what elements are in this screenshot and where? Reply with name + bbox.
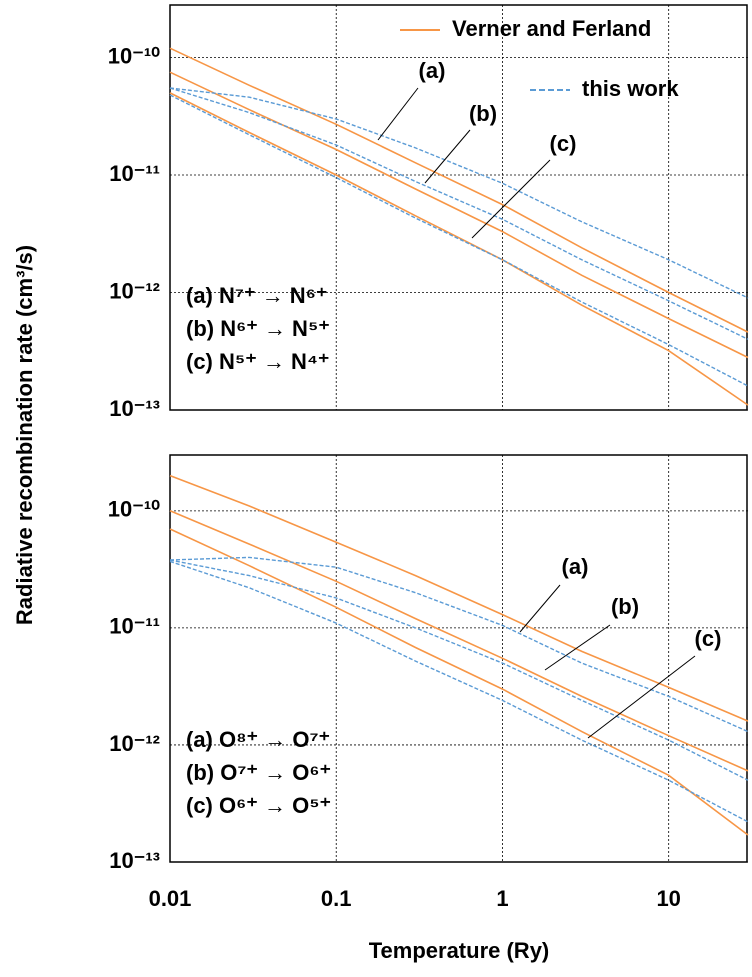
x-axis-title: Temperature (Ry) [369,938,550,963]
series-line [169,560,749,823]
y-tick-label: 10⁻¹¹ [109,161,160,186]
legend-label: Verner and Ferland [452,16,651,41]
series-line [169,559,749,781]
x-tick-label: 1 [496,886,508,911]
y-tick-label: 10⁻¹³ [109,396,160,421]
annotation: (c) [695,626,722,651]
annotation: (b) [611,594,639,619]
series-line [169,92,749,406]
annotation-leader [587,655,696,739]
reaction-label: (a) O⁸⁺ → O⁷⁺ [186,727,330,752]
series-line [169,510,749,772]
series-line [169,94,749,387]
reaction-label: (b) O⁷⁺ → O⁶⁺ [186,760,331,785]
reaction-label: (a) N⁷⁺ → N⁶⁺ [186,283,327,308]
annotation: (a) [419,58,446,83]
series-line [169,474,749,722]
y-tick-label: 10⁻¹² [109,731,160,756]
annotation: (a) [562,554,589,579]
series-line [169,87,749,340]
annotation: (c) [550,131,577,156]
y-tick-label: 10⁻¹¹ [109,614,160,639]
y-axis-title: Radiative recombination rate (cm³/s) [12,245,37,625]
legend-label: this work [582,76,679,101]
annotation-leader [471,159,551,239]
reaction-label: (c) N⁵⁺ → N⁴⁺ [186,349,329,374]
x-tick-label: 0.1 [321,886,352,911]
reaction-label: (c) O⁶⁺ → O⁵⁺ [186,793,331,818]
y-tick-label: 10⁻¹³ [109,848,160,873]
annotation-leader [544,624,611,671]
series-line [169,71,749,359]
y-tick-label: 10⁻¹⁰ [108,497,160,522]
reaction-label: (b) N⁶⁺ → N⁵⁺ [186,316,330,341]
series-line [169,556,749,733]
y-tick-label: 10⁻¹² [109,278,160,303]
annotation-leader [424,129,471,184]
series-line [169,87,749,299]
annotation-leader [519,584,561,633]
x-tick-label: 10 [656,886,680,911]
series-line [169,528,749,836]
x-tick-label: 0.01 [149,886,192,911]
annotation-leader [377,87,419,141]
annotation: (b) [469,101,497,126]
series-line [169,47,749,333]
y-tick-label: 10⁻¹⁰ [108,43,160,68]
